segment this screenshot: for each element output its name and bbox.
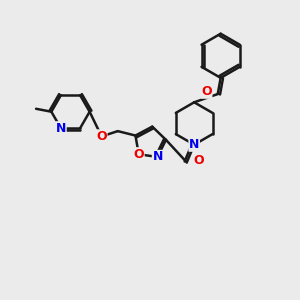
Text: O: O (96, 130, 107, 143)
Text: N: N (152, 150, 163, 164)
Text: O: O (134, 148, 144, 161)
Text: N: N (189, 138, 200, 151)
Text: O: O (201, 85, 212, 98)
Text: N: N (56, 122, 66, 135)
Text: O: O (194, 154, 205, 167)
